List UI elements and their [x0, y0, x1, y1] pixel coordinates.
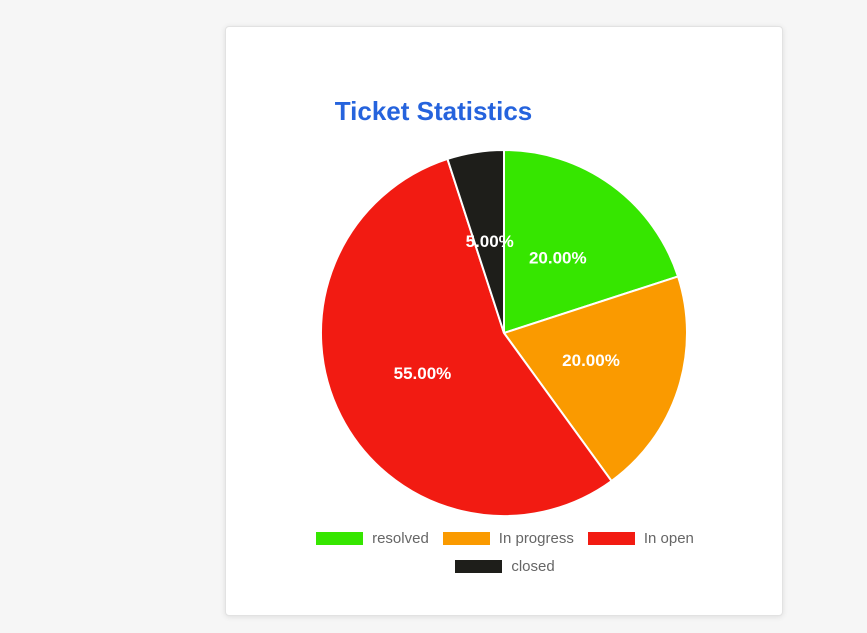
legend-item-closed[interactable]: closed	[455, 556, 555, 576]
pie-slice-closed[interactable]	[446, 148, 505, 334]
pie-slice-in-progress[interactable]	[502, 275, 688, 483]
chart-title: Ticket Statistics	[334, 96, 533, 126]
legend-item-resolved[interactable]: resolved	[316, 528, 429, 548]
legend-item-in-progress[interactable]: In progress	[442, 528, 574, 548]
chart-legend: resolved In progress In open closed	[300, 528, 710, 576]
pie-slice-label: 20.00%	[562, 351, 620, 370]
pie-slice-label: 20.00%	[529, 248, 587, 267]
legend-swatch	[316, 531, 364, 545]
legend-label: In progress	[498, 529, 574, 547]
legend-label: In open	[643, 529, 694, 547]
pie-slice-label: 5.00%	[466, 232, 514, 251]
legend-swatch	[442, 531, 490, 545]
legend-label: resolved	[372, 529, 429, 547]
pie-slice-label: 55.00%	[394, 364, 452, 383]
pie-slice-in-open[interactable]	[320, 157, 613, 517]
legend-item-in-open[interactable]: In open	[587, 528, 694, 548]
legend-swatch	[587, 531, 635, 545]
legend-swatch	[455, 559, 503, 573]
legend-label: closed	[511, 557, 555, 575]
pie-slice-resolved[interactable]	[503, 148, 680, 335]
